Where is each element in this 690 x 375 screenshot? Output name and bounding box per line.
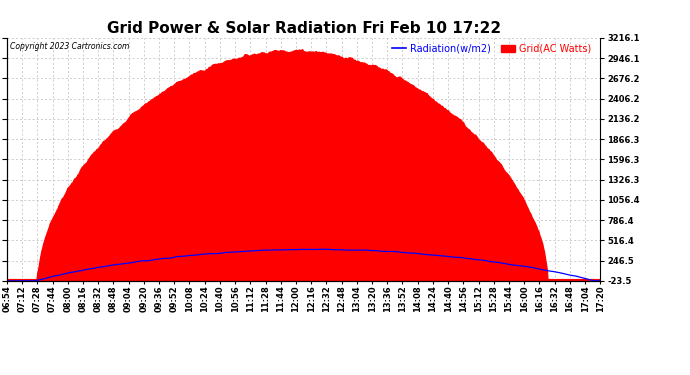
Title: Grid Power & Solar Radiation Fri Feb 10 17:22: Grid Power & Solar Radiation Fri Feb 10 … [106, 21, 501, 36]
Text: Copyright 2023 Cartronics.com: Copyright 2023 Cartronics.com [10, 42, 129, 51]
Legend: Radiation(w/m2), Grid(AC Watts): Radiation(w/m2), Grid(AC Watts) [388, 40, 595, 58]
